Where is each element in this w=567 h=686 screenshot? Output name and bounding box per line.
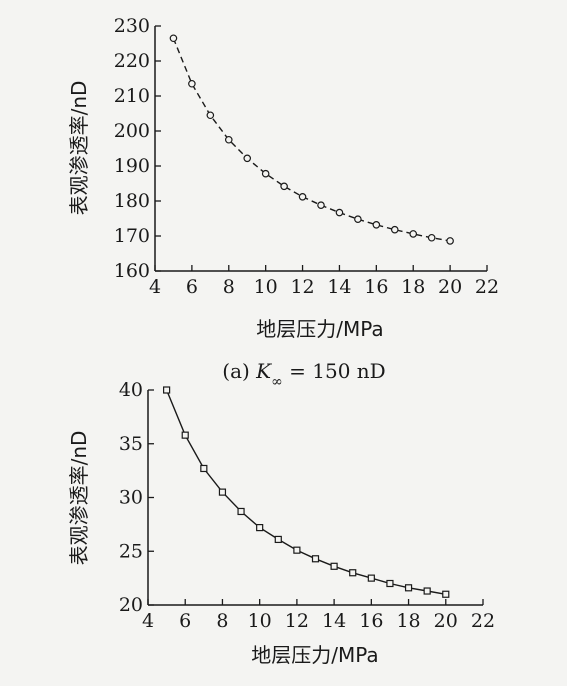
chart-b-x-ticks: 4 6 8 10 12 14 16 18 20 22	[142, 599, 495, 632]
data-point	[298, 193, 307, 201]
chart-b-x-axis-label: 地层压力/MPa	[251, 643, 378, 667]
data-point	[427, 233, 436, 242]
data-point	[261, 169, 270, 178]
data-point	[372, 221, 381, 229]
data-point	[188, 79, 196, 88]
data-point	[218, 488, 227, 496]
data-point	[169, 34, 178, 43]
data-point	[280, 182, 288, 191]
y-tick-label: 25	[119, 540, 143, 562]
y-tick-label: 40	[119, 379, 143, 401]
data-point	[423, 587, 431, 595]
data-point	[224, 135, 233, 144]
x-tick-label: 4	[142, 610, 154, 632]
data-point	[243, 154, 252, 163]
x-tick-label: 10	[254, 276, 278, 298]
chart-a-caption: (a) K∞ = 150 nD	[222, 359, 385, 390]
data-point	[354, 215, 362, 224]
chart-a-x-axis-label: 地层压力/MPa	[256, 317, 383, 341]
x-tick-label: 12	[285, 610, 309, 632]
y-tick-label: 190	[114, 155, 150, 177]
chart-a: 160 170 180 190 200 210 220 230 4 6 8 10 12 14 16 18 20…	[67, 15, 499, 390]
x-tick-label: 14	[322, 610, 346, 632]
x-tick-label: 8	[223, 276, 235, 298]
data-point	[293, 546, 301, 554]
chart-a-y-ticks: 160 170 180 190 200 210 220 230	[114, 15, 161, 282]
y-tick-label: 20	[119, 594, 143, 616]
data-point	[404, 584, 413, 592]
data-point	[311, 555, 320, 563]
x-tick-label: 22	[475, 276, 499, 298]
data-point	[256, 523, 264, 532]
data-point	[206, 111, 215, 120]
x-tick-label: 10	[248, 610, 272, 632]
data-point	[442, 590, 450, 598]
y-tick-label: 35	[119, 433, 143, 455]
y-tick-label: 220	[114, 50, 150, 72]
chart-a-series	[169, 34, 454, 245]
x-tick-label: 20	[438, 276, 462, 298]
data-point	[446, 237, 454, 245]
x-tick-label: 6	[179, 610, 191, 632]
data-point	[163, 386, 171, 394]
y-tick-label: 200	[114, 120, 150, 142]
data-point	[317, 201, 325, 210]
series-line	[165, 389, 446, 595]
data-point	[390, 225, 399, 234]
data-point	[237, 507, 245, 516]
x-tick-label: 18	[396, 610, 420, 632]
x-tick-label: 12	[290, 276, 314, 298]
y-tick-label: 160	[114, 260, 150, 282]
y-tick-label: 230	[114, 15, 150, 37]
x-tick-label: 18	[401, 276, 425, 298]
y-tick-label: 210	[114, 85, 150, 107]
y-tick-label: 180	[114, 190, 150, 212]
x-tick-label: 14	[327, 276, 351, 298]
data-point	[367, 574, 375, 582]
series-line	[172, 38, 451, 242]
chart-b-series	[163, 386, 450, 598]
x-tick-label: 4	[149, 276, 161, 298]
x-tick-label: 8	[216, 610, 228, 632]
y-tick-label: 170	[114, 225, 150, 247]
x-tick-label: 16	[359, 610, 383, 632]
data-point	[181, 431, 189, 439]
x-tick-label: 20	[434, 610, 458, 632]
y-tick-label: 30	[119, 487, 143, 509]
data-point	[200, 464, 208, 473]
data-point	[330, 562, 338, 570]
chart-a-x-ticks: 4 6 8 10 12 14 16 18 20 22	[149, 265, 499, 298]
x-tick-label: 22	[471, 610, 495, 632]
data-point	[274, 535, 282, 544]
chart-b-y-axis-label: 表观渗透率/nD	[67, 431, 91, 566]
chart-a-y-axis-label: 表观渗透率/nD	[67, 81, 91, 216]
chart-b-y-ticks: 20 25 30 35 40	[119, 379, 154, 616]
data-point	[349, 569, 357, 577]
x-tick-label: 16	[364, 276, 388, 298]
data-point	[409, 230, 418, 238]
x-tick-label: 6	[186, 276, 198, 298]
data-point	[386, 579, 394, 588]
chart-b: 20 25 30 35 40 4 6 8 10 12 14 16 18 20 22 表观渗透率/nD 地层…	[67, 379, 495, 667]
data-point	[335, 208, 344, 217]
